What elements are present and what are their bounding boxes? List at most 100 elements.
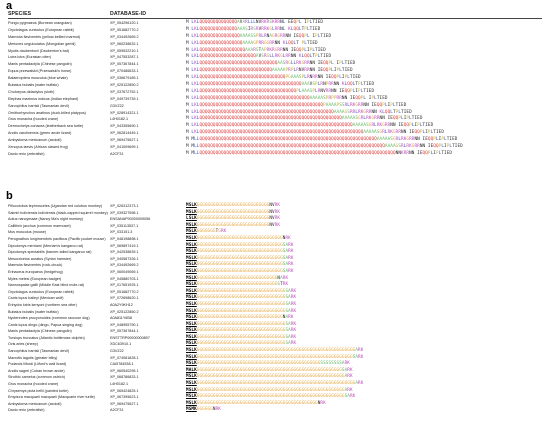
alignment-row: Piliocolobus tephrosceles (Ugandan red c…: [8, 203, 548, 210]
protein-sequence: M LKLQQQQQQQQQQQQQQQAAAASSPRLRNAGRGRRNN …: [186, 33, 332, 39]
protein-sequence: MSLKGGGGGGGGGGGGGGGGGGGGGGGGGGGGGGGGSARK: [186, 268, 294, 274]
database-id: XP_034492669.2: [110, 34, 139, 39]
species-name: Ambystoma mexicanum (axolotl): [8, 401, 62, 406]
alignment-row: Tursiops truncatus (Atlantic bottlenose …: [8, 335, 548, 342]
protein-sequence: MSLKGGGGGGGGGGGGGGGGGGGGGGGGGGGGGGGGGGGG…: [186, 387, 353, 393]
alignment-row: Pongo pygmaeus (Bornean orangutan) XP_054…: [8, 20, 548, 27]
protein-sequence: MSLKGGGGGGGGGGGGGGGGGGGGGGGGGGGGGGGGGSAR…: [186, 301, 297, 307]
species-name: Marmota flaviventris (yellow-bellied mar…: [8, 34, 81, 39]
species-name: Myotis daubentonii (Daubenton's bat): [8, 48, 69, 53]
protein-sequence: M MLLQQQQQQQQQQQQQQQQQQQQQQQQQQQQQQQQQQQ…: [186, 137, 458, 143]
alignment-row: Choloepus didactylus (sloth) XP_037672752…: [8, 89, 548, 96]
protein-sequence: MSLKGGGGGGGGGGGGGGGGGGGGGGGGGGGGGGGGSARK: [186, 255, 294, 261]
species-name: Emydura macquarii macquarii (Macquarie r…: [8, 395, 95, 400]
species-name: Mus musculus (mouse): [8, 230, 47, 235]
alignment-row: Oryctolagus cuniculus (European rabbit) X…: [8, 27, 548, 34]
alignment-row: Balaenoptera musculus (blue whale) XP_036…: [8, 75, 548, 82]
database-id: XP_065424825.1: [110, 388, 139, 393]
alignment-row: Nyctereutes procyonoides (common raccoon…: [8, 315, 548, 322]
database-id: XP_042538839.1: [110, 250, 139, 255]
alignment-row: Canis lupus baileyi (Mexican wolf) XP_072…: [8, 295, 548, 302]
database-id: XP_067395623.1: [110, 395, 139, 400]
database-id: XP_054296120.1: [110, 21, 139, 25]
species-name: Manis pentadactyla (Chinese pangolin): [8, 329, 72, 334]
species-name: Oryctolagus cuniculus (European rabbit): [8, 289, 74, 294]
alignment-row: Perognathus longimembris pacificus (Paci…: [8, 236, 548, 243]
species-name: Enhydra lutris kenyoni (northern sea ott…: [8, 302, 77, 307]
protein-sequence: MSLKGGGGGGGGGGGGGGGGGGGGGGGGGGGGGGGGNRK: [186, 235, 291, 241]
protein-sequence: M LKLQQQQQQQQQQQQQQQQQQQQQAVSRGLLRKGLRRN…: [186, 54, 332, 60]
protein-sequence: M LKLQQQQQQQQQQQQQQQQQQQQQQQQQQQQQQQQQQQ…: [186, 109, 412, 115]
database-id: CAI5784538.1: [110, 362, 134, 367]
alignment-row: Marmota flaviventris (rock-chuck) XP_0344…: [8, 262, 548, 269]
protein-sequence: MSLKGGGGGGGGGGGGGGGGGGGGGGGGGGGGGGGGGSAR…: [186, 308, 297, 314]
species-name: Anolis sagrei (Cuban brown anole): [8, 368, 65, 373]
alignment-row: Xenopus laevis (African clawed frog) XP_0…: [8, 144, 548, 151]
species-name: Oryctolagus cuniculus (European rabbit): [8, 27, 74, 32]
species-name: Anolis carolinensis (green anole lizard): [8, 131, 72, 136]
species-name: Danio rerio (zebrafish): [8, 408, 45, 413]
alignment-row: Anolis carolinensis (green anole lizard)…: [8, 130, 548, 137]
database-id: XP_028914321.1: [110, 110, 139, 115]
protein-sequence: M LKLQQQQQQQQQQQQQQQQQQQQQQQQQQQQQQQQQQQ…: [186, 116, 423, 122]
species-name: Bubalus bubalis (water buffalo): [8, 83, 59, 88]
species-name: Meriones unguiculatus (Mongolian gerbil): [8, 41, 76, 46]
species-name: Dermochelys coriacea (leatherback sea tu…: [8, 124, 84, 129]
database-id: XP_025122850.2: [110, 83, 139, 88]
database-id: G3VZ22: [110, 103, 124, 108]
species-name: Canis lupus dingo (dingo, Papua singing …: [8, 322, 83, 327]
species-name: Mesocricetus auratus (Syrian hamster): [8, 256, 72, 261]
species-name: Nyctereutes procyonoides (common raccoon…: [8, 316, 90, 321]
alignment-row: Erinaceus europaeus (hedgehog) XP_0600490…: [8, 269, 548, 276]
species-name: Danio rerio (zebrafish): [8, 151, 45, 156]
species-name: Nannospalax galili (Middle East blind mo…: [8, 283, 85, 288]
protein-sequence: M MLLQQQQQQQQQQQQQQQQQQQQQQQQQQQQQQQQQQQ…: [186, 144, 463, 150]
database-id: XP_036679189.1: [110, 76, 139, 81]
species-name: Dipodomys spectabilis (banner-tailed kan…: [8, 250, 92, 255]
database-id: ENSTTRP00000000897: [110, 335, 150, 340]
alignment-row: Bubalus bubalis (water buffalo) XP_025122…: [8, 309, 548, 316]
database-id: XP_025122850.2: [110, 309, 139, 314]
protein-sequence: MSLKGGGGGGGGGGGGGGGGGGGGGGGGGGGGGGGGGSAR…: [186, 288, 297, 294]
protein-sequence: M LKLQQQQQQQQQQQQQQQQAAAAGPRRGGRRNN KLQQ…: [186, 40, 318, 46]
species-name: Grus monacha (hooded crane): [8, 117, 59, 122]
database-id: A2CF31: [110, 151, 124, 156]
database-id: XP_033151.3: [110, 230, 133, 235]
database-id: A2CF31: [110, 408, 124, 413]
protein-sequence: MSLKGGGGGGGGGGGGGGGGGGGGGGGGGGGGGGGGGSAR…: [186, 321, 297, 327]
protein-sequence: MSLKGGGGGGGGGGGGGGGGGGGGGGGGGGGGGGGGSARK: [186, 262, 294, 268]
protein-sequence: MSLKGGGGGGGGGGGGGGGGGGGGGGGGGGGGGGGGGGGG…: [186, 381, 364, 387]
species-name: Ornithorhynchus anatinus (duck-billed pl…: [8, 110, 86, 115]
database-id: XP_074081828.1: [110, 355, 139, 360]
alignment-row: Emydura macquarii macquarii (Macquarie r…: [8, 394, 548, 401]
species-name: Myles melesi (European badger): [8, 276, 62, 281]
panel-a-label: a: [6, 0, 13, 12]
species-name: Grus monacha (hooded crane): [8, 382, 59, 387]
database-id: XP_047553287.1: [110, 55, 139, 60]
alignment-row: Lutra lutra (Eurasian otter) XP_047553287…: [8, 54, 548, 61]
database-id: XP_060049069.1: [110, 269, 139, 274]
protein-sequence: MSLKGGGGGGGGGGGGGGGGGGGGGGGGGGGGGGNARK: [186, 275, 289, 281]
database-id: XP_045880703.1: [110, 276, 139, 281]
species-name: Podarcis lilfordi (Lilford's wall lizard…: [8, 362, 67, 367]
species-name: Erinaceus europaeus (hedgehog): [8, 269, 63, 274]
protein-sequence: M LKLQQQQQQQQQQQQQQQQQQQQQQQQQQQQQQQQQQQ…: [186, 82, 375, 88]
alignment-row: Saimiri boliviensis boliviensis (black-c…: [8, 210, 548, 217]
database-id: XP_048955790.1: [110, 322, 139, 327]
protein-sequence: M LKLQQQQQQQQQQQQQQQQQAAARSTAPRKRGRRNN I…: [186, 47, 326, 53]
alignment-row: Marmota flaviventris (yellow-bellied mar…: [8, 34, 548, 41]
alignment-row: Aotus nancymaae (Nancy Ma's night monkey…: [8, 216, 548, 223]
alignment-row: Equus przewalskii (Przewalski's horse) XP…: [8, 68, 548, 75]
protein-sequence: MSLKGGGGGGGGGGGGGGGGGGGGGGGGGGGGGGGGGSAR…: [186, 295, 297, 301]
protein-sequence: MSLKGGGGGGGGGGGGGGGGGGGGGGGGGGGGGGGGGSAR…: [186, 328, 297, 334]
database-id: XP_068786833.1: [110, 375, 139, 380]
alignment-row: Podarcis lilfordi (Lilford's wall lizard…: [8, 361, 548, 368]
alignment-row: Meriones unguiculatus (Mongolian gerbil)…: [8, 41, 548, 48]
database-id: XP_069475627.1: [110, 401, 139, 406]
database-id: XP_035113537.1: [110, 223, 139, 228]
alignment-row: Sarcophilus harrisii (Tasmanian devil) G3…: [8, 348, 548, 355]
species-name: Choloepus didactylus (sloth): [8, 89, 55, 94]
protein-sequence: MSLKGGGGGGGGGGGGGGGGGGGGGGGGGGGGGGGGNARK: [186, 315, 294, 321]
species-name: Elephas maximus indicus (Indian elephant…: [8, 96, 79, 101]
species-name: Xenopus laevis (African clawed frog): [8, 145, 68, 150]
